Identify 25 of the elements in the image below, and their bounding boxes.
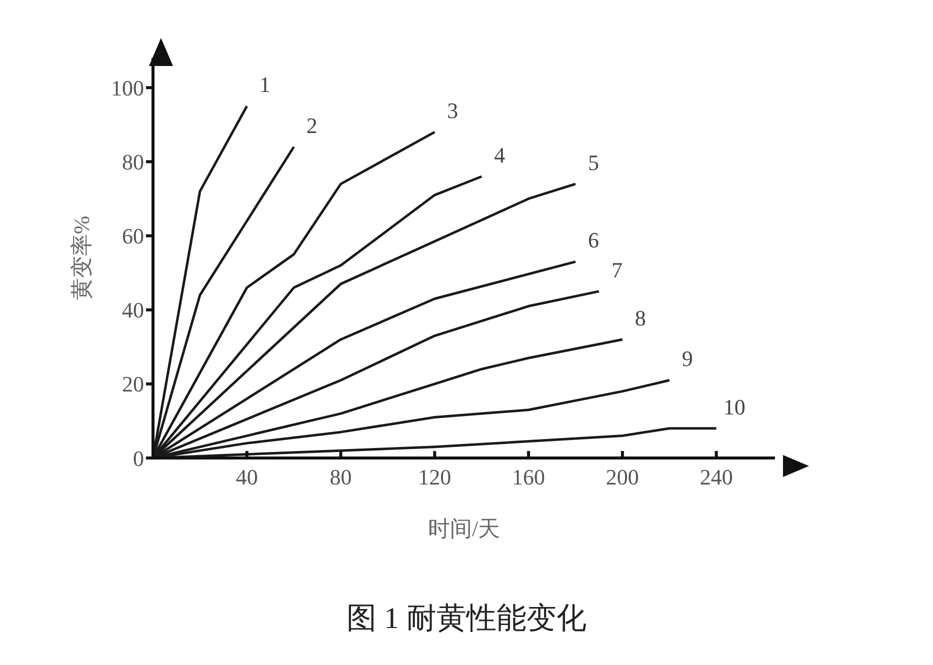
series-label: 10 bbox=[723, 394, 746, 420]
y-tick-label: 40 bbox=[122, 298, 144, 323]
y-tick-label: 0 bbox=[133, 446, 144, 471]
series-label: 2 bbox=[306, 112, 318, 138]
x-tick-label: 40 bbox=[236, 464, 258, 490]
series-label: 1 bbox=[259, 72, 270, 98]
y-tick-label: 60 bbox=[122, 224, 144, 249]
y-tick-label: 20 bbox=[122, 372, 144, 397]
x-tick-label: 120 bbox=[418, 464, 452, 490]
y-tick-label: 100 bbox=[111, 75, 144, 100]
series-label: 9 bbox=[682, 346, 693, 372]
series-label: 7 bbox=[611, 257, 622, 282]
x-tick-label: 160 bbox=[512, 464, 546, 490]
text: 图 1 耐黄性能变化 bbox=[346, 601, 588, 637]
series-label: 3 bbox=[447, 98, 458, 124]
x-tick-label: 200 bbox=[606, 464, 639, 490]
series-label: 8 bbox=[634, 305, 646, 330]
series-label: 5 bbox=[588, 150, 599, 175]
series-label: 4 bbox=[494, 142, 506, 168]
x-tick-label: 80 bbox=[330, 464, 352, 490]
y-tick-label: 80 bbox=[122, 150, 144, 175]
series-label: 6 bbox=[588, 228, 599, 253]
x-axis-title: 时间/天 bbox=[428, 516, 500, 541]
x-tick-label: 240 bbox=[700, 464, 733, 490]
y-axis-title: 黄变率% bbox=[68, 216, 94, 300]
